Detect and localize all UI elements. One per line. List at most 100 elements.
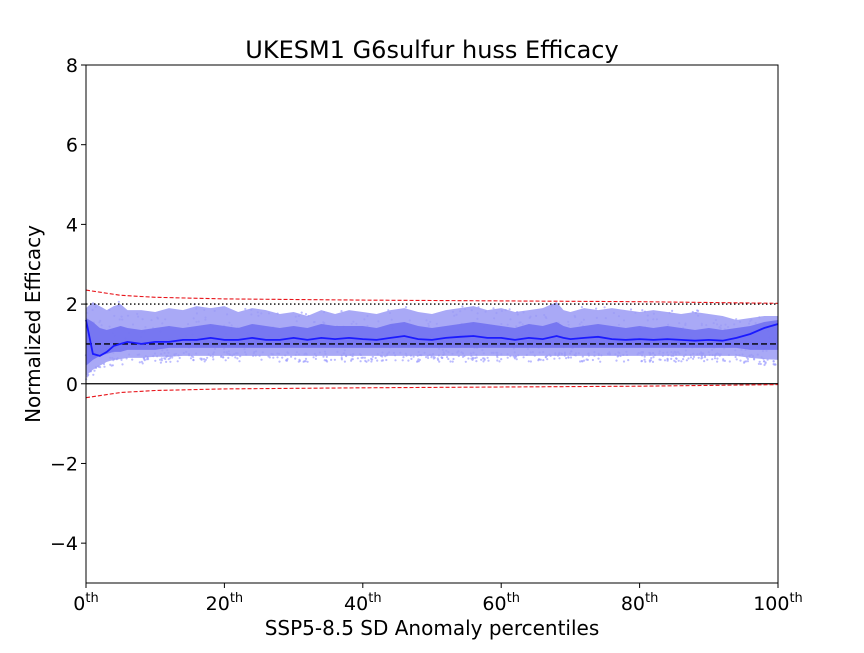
scatter-point: [165, 360, 168, 363]
y-tick-label: 8: [66, 55, 78, 77]
scatter-point: [622, 360, 626, 363]
scatter-point: [202, 358, 206, 361]
scatter-point: [746, 357, 750, 361]
scatter-point: [365, 360, 368, 363]
scatter-point: [370, 357, 373, 360]
x-tick-label: 40th: [344, 591, 382, 615]
scatter-point: [93, 369, 96, 372]
scatter-point: [522, 356, 525, 359]
scatter-point: [546, 358, 549, 361]
scatter-point: [303, 360, 306, 363]
scatter-point: [361, 356, 364, 359]
scatter-point: [615, 359, 618, 362]
scatter-point: [711, 358, 714, 361]
scatter-point: [276, 356, 279, 359]
scatter-point: [486, 356, 489, 359]
y-tick-label: −2: [50, 453, 78, 475]
scatter-point: [138, 361, 141, 364]
scatter-point: [475, 360, 478, 363]
scatter-point: [692, 355, 696, 358]
scatter-point: [278, 360, 281, 363]
scatter-point: [314, 357, 317, 360]
scatter-point: [159, 361, 162, 364]
scatter-point: [304, 313, 308, 316]
scatter-point: [401, 359, 404, 362]
scatter-point: [236, 357, 239, 360]
scatter-point: [430, 356, 433, 359]
scatter-point: [673, 359, 676, 362]
scatter-point: [154, 359, 157, 362]
scatter-point: [402, 356, 405, 359]
scatter-point: [565, 357, 568, 360]
scatter-point: [306, 360, 309, 363]
scatter-point: [703, 360, 706, 363]
scatter-point: [643, 358, 646, 361]
x-axis-label: SSP5-8.5 SD Anomaly percentiles: [265, 616, 600, 640]
scatter-point: [595, 307, 598, 310]
scatter-point: [376, 359, 379, 362]
scatter-point: [171, 356, 174, 359]
scatter-point: [508, 308, 511, 311]
scatter-point: [527, 360, 530, 363]
scatter-point: [222, 356, 225, 359]
upper-bound-line: [85, 289, 779, 304]
scatter-point: [340, 358, 343, 361]
scatter-point: [446, 356, 449, 359]
scatter-point: [224, 359, 227, 362]
scatter-point: [204, 358, 207, 361]
scatter-point: [304, 357, 308, 360]
scatter-point: [169, 360, 172, 363]
x-tick-label: 100th: [753, 591, 803, 615]
scatter-point: [506, 356, 509, 359]
scatter-point: [404, 306, 408, 309]
scatter-point: [591, 358, 595, 362]
scatter-point: [410, 357, 413, 360]
scatter-point: [558, 357, 561, 360]
scatter-point: [381, 355, 384, 358]
scatter-point: [697, 309, 700, 312]
scatter-point: [418, 358, 421, 361]
scatter-point: [580, 360, 583, 363]
scatter-point: [131, 358, 134, 361]
scatter-point: [120, 358, 123, 361]
scatter-point: [312, 356, 315, 359]
scatter-point: [581, 355, 584, 358]
scatter-point: [285, 359, 288, 362]
scatter-point: [671, 309, 674, 312]
scatter-point: [772, 363, 775, 366]
scatter-point: [735, 318, 738, 321]
scatter-point: [164, 357, 167, 361]
scatter-point: [407, 359, 410, 362]
scatter-point: [701, 356, 704, 359]
y-tick-label: −4: [50, 533, 78, 555]
scatter-point: [644, 360, 647, 363]
scatter-point: [692, 357, 695, 360]
scatter-point: [603, 306, 606, 309]
scatter-point: [178, 356, 181, 360]
scatter-point: [735, 358, 738, 361]
scatter-point: [759, 362, 762, 366]
scatter-point: [447, 357, 450, 361]
x-tick-label: 80th: [621, 591, 659, 615]
chart-title: UKESM1 G6sulfur huss Efficacy: [245, 36, 618, 64]
scatter-point: [290, 355, 293, 358]
scatter-point: [394, 359, 397, 362]
scatter-point: [160, 359, 163, 362]
scatter-point: [467, 357, 470, 360]
scatter-point: [385, 358, 388, 362]
scatter-point: [160, 357, 163, 360]
scatter-point: [167, 358, 170, 361]
scatter-point: [580, 306, 584, 309]
scatter-point: [627, 359, 630, 362]
x-axis: 0th 20th 40th 60th 80th 100th: [73, 583, 803, 615]
scatter-point: [176, 360, 179, 363]
scatter-point: [487, 359, 490, 362]
scatter-point: [206, 356, 209, 359]
scatter-point: [281, 356, 284, 359]
scatter-point: [212, 358, 215, 361]
scatter-point: [515, 358, 518, 361]
scatter-point: [482, 357, 485, 360]
scatter-point: [567, 356, 570, 359]
scatter-point: [663, 359, 667, 362]
